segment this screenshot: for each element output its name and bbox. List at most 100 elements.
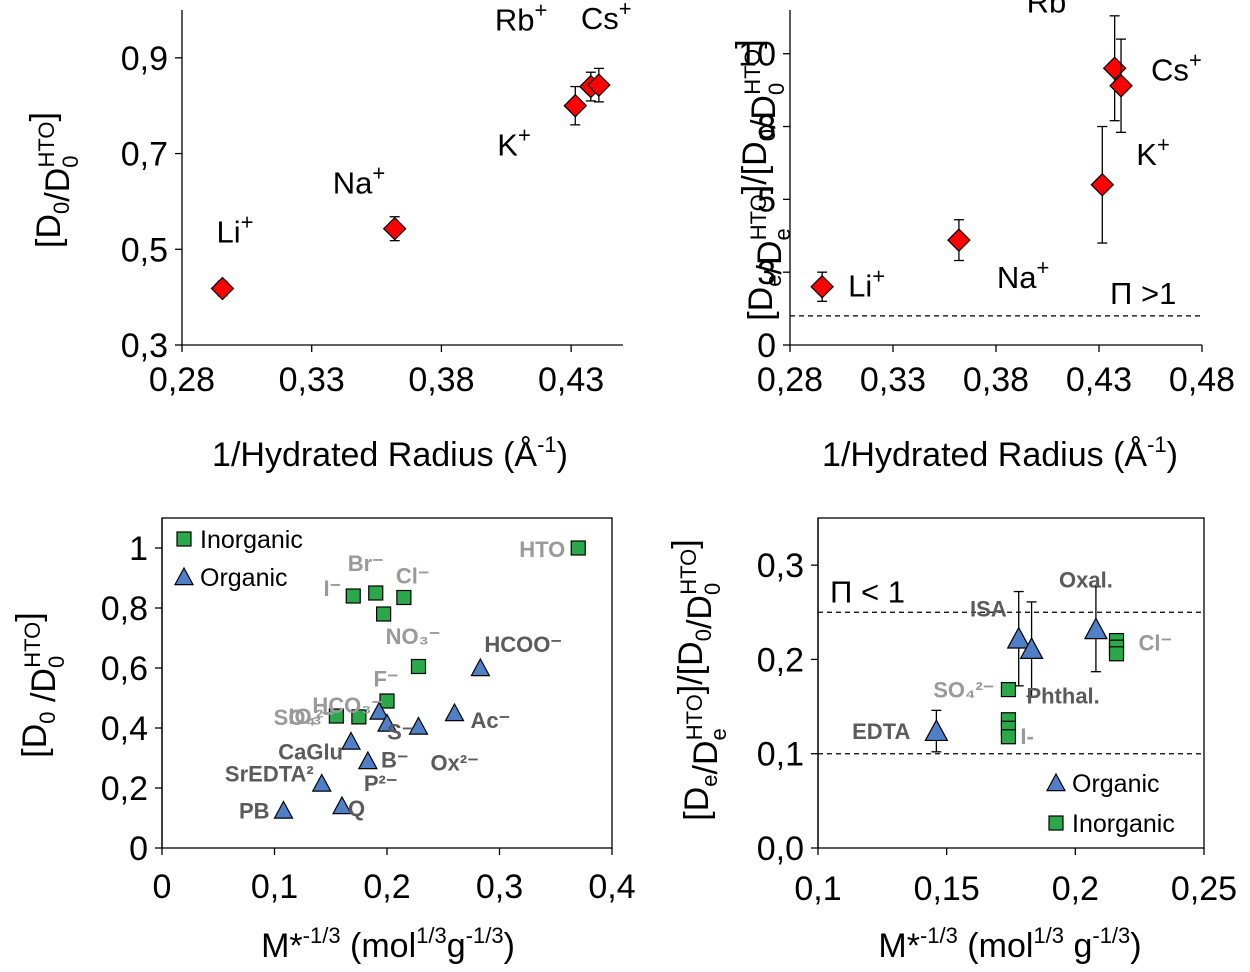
point-label-organic: P²⁻ <box>364 771 398 796</box>
point-label-inorganic: F⁻ <box>373 667 398 692</box>
y-tick-label: 0,8 <box>101 590 148 628</box>
data-point-rb <box>1102 56 1127 81</box>
point-label-rb: Rb+ <box>1027 0 1080 19</box>
data-point-organic <box>369 701 390 720</box>
data-point-inorganic <box>1000 681 1017 698</box>
data-point-inorganic <box>376 606 392 622</box>
y-axis-label: [D0 /D0HTO] <box>10 612 69 757</box>
data-point-inorganic <box>570 540 586 556</box>
point-label-inorganic: I⁻ <box>324 576 342 601</box>
data-point-inorganic <box>351 709 367 725</box>
legend-marker-inorganic <box>176 531 192 547</box>
data-point-inorganic <box>368 585 384 601</box>
data-point-organic <box>1019 636 1044 660</box>
point-label-li: Li+ <box>216 210 253 250</box>
data-point-organic <box>311 773 332 792</box>
y-tick-label: 0,1 <box>757 736 804 774</box>
x-tick-label: 0,43 <box>1066 361 1132 399</box>
point-label-inorganic: HCO₃⁻ <box>312 693 383 718</box>
data-point-organic <box>924 718 949 742</box>
y-tick-label: 0,7 <box>121 136 168 174</box>
data-point-organic <box>357 750 378 770</box>
legend-label-inorganic: Inorganic <box>200 526 303 554</box>
data-point-na <box>947 228 971 252</box>
y-tick-label: 0,3 <box>757 547 804 585</box>
point-label-inorganic: Cl⁻ <box>1139 631 1173 656</box>
point-label-li: Li+ <box>848 264 885 304</box>
x-tick-label: 0,15 <box>914 870 980 908</box>
data-point-inorganic <box>345 588 361 604</box>
data-point-organic <box>1006 626 1031 649</box>
x-axis-label: 1/Hydrated Radius (Å-1) <box>212 432 568 474</box>
data-point-li <box>210 276 235 301</box>
data-point-organic <box>444 702 465 722</box>
chart-b-cation-ratio: 0 3 5 8 10 0,28 0,33 0,38 0,43 0,48 Π >1 Li+ Na+ K+ Rb… <box>730 0 1235 474</box>
point-label-inorganic: Br⁻ <box>348 551 384 576</box>
point-label-inorganic: HTO <box>519 537 565 562</box>
point-label-inorganic: NO₃⁻ <box>386 624 441 649</box>
x-tick-label: 0,4 <box>588 868 635 906</box>
y-axis-label: [D0/D0HTO] <box>24 112 83 248</box>
legend-label-inorganic: Inorganic <box>1072 810 1175 838</box>
x-tick-label: 0,43 <box>538 361 604 399</box>
point-label-inorganic: I- <box>1020 724 1033 749</box>
data-point-organic <box>376 713 398 732</box>
data-point-inorganic <box>1000 729 1017 745</box>
y-tick-label: 0,3 <box>121 327 168 365</box>
legend-marker-organic <box>173 566 195 586</box>
chart-c-anion-d0: 0 0,2 0,4 0,6 0,8 1 0 0,1 0,2 0,3 0,4 HTO I⁻Br⁻ Cl⁻ NO… <box>10 517 636 965</box>
y-tick-label: 0,6 <box>101 650 148 688</box>
data-point-organic <box>408 716 429 735</box>
x-axis-label: M*-1/3 (mol1/3g-1/3) <box>261 923 515 965</box>
x-tick-label: 0,48 <box>1169 361 1235 399</box>
data-point-inorganic <box>410 658 427 675</box>
x-axis-label: 1/Hydrated Radius (Å-1) <box>822 432 1178 474</box>
point-label-na: Na+ <box>333 161 386 201</box>
data-point-organic <box>1083 616 1108 640</box>
point-label-organic: EDTA <box>852 719 910 744</box>
data-point-inorganic <box>379 693 395 709</box>
point-label-na: Na+ <box>997 255 1049 295</box>
data-point-inorganic <box>396 589 412 606</box>
y-tick-label: 0,4 <box>101 710 148 748</box>
legend-marker-organic <box>1045 772 1067 792</box>
y-tick-label: 5 <box>757 181 776 219</box>
point-label-rb: Rb+ <box>495 0 548 38</box>
legend-label-organic: Organic <box>200 564 288 592</box>
x-tick-label: 0,2 <box>363 868 410 906</box>
point-label-organic: Oxal. <box>1059 567 1113 592</box>
reference-line-label: Π < 1 <box>830 574 905 609</box>
x-tick-label: 0,25 <box>1171 870 1237 908</box>
y-tick-label: 0 <box>129 830 148 868</box>
data-point-cs <box>1109 73 1133 98</box>
x-tick-label: 0,33 <box>860 361 926 399</box>
point-label-cs: Cs+ <box>581 0 632 36</box>
data-point-inorganic <box>1108 646 1125 662</box>
y-tick-label: 0,5 <box>121 231 168 269</box>
chart-a-cation-d0: 0,3 0,5 0,7 0,9 0,28 0,33 0,38 0,43 Li+ Na+ K+ Rb+ C… <box>24 0 632 474</box>
y-tick-label: 0,2 <box>757 641 804 679</box>
data-point-organic <box>470 657 491 677</box>
y-axis-label: [De/DeHTO]/[D0/D0HTO] <box>666 539 731 820</box>
point-label-inorganic: SO₄²⁻ <box>933 678 994 703</box>
x-tick-label: 0,1 <box>794 870 841 908</box>
legend-label-organic: Organic <box>1072 770 1160 798</box>
y-tick-label: 0 <box>757 327 776 365</box>
y-axis-label: [De/DeHTO]/[D0/D0HTO] <box>730 39 795 320</box>
x-tick-label: 0,28 <box>757 361 823 399</box>
x-tick-label: 0,38 <box>408 361 474 399</box>
data-point-cs <box>587 73 611 97</box>
point-label-k: K+ <box>497 123 531 163</box>
point-label-inorganic: SO₄²⁻ <box>274 705 335 730</box>
point-label-organic: Ox²⁻ <box>431 751 479 776</box>
data-point-li <box>810 274 834 299</box>
legend-marker-inorganic <box>1048 815 1064 831</box>
x-axis-label: M*-1/3 (mol1/3 g-1/3) <box>878 923 1141 965</box>
point-label-cs: Cs+ <box>1151 48 1202 88</box>
data-point-organic <box>273 800 294 819</box>
x-tick-label: 0,3 <box>476 868 523 906</box>
point-label-k: K+ <box>1136 132 1170 172</box>
x-tick-label: 0,28 <box>149 361 215 399</box>
data-point-organic <box>340 731 362 750</box>
x-tick-label: 0 <box>153 868 172 906</box>
